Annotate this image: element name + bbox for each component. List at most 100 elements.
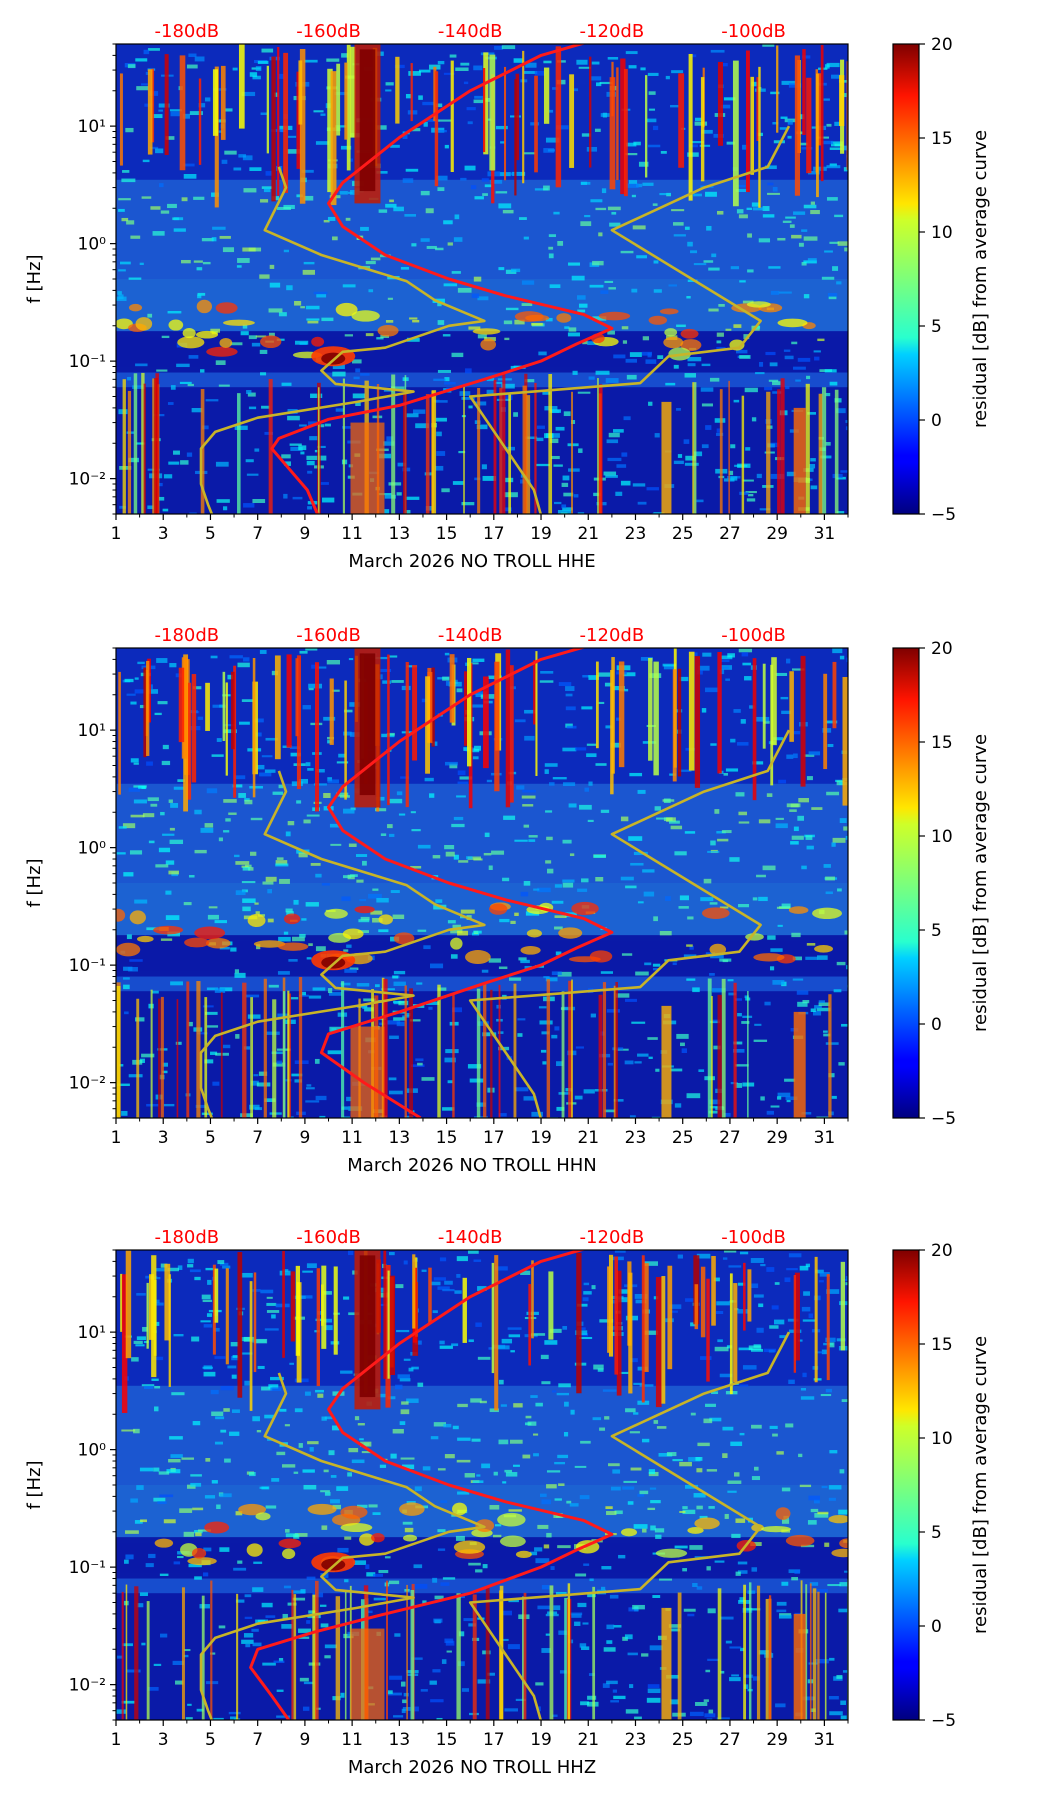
x-tick-label: 13 — [389, 1128, 411, 1148]
top-db-label: -120dB — [580, 625, 645, 646]
y-axis-label: f [Hz] — [24, 254, 45, 303]
y-axis-label: f [Hz] — [24, 858, 45, 907]
colorbar-tick-label: 20 — [931, 35, 953, 55]
x-tick-label: 7 — [252, 1730, 263, 1750]
x-tick-label: 29 — [766, 524, 788, 544]
x-tick-label: 29 — [766, 1730, 788, 1750]
colorbar-tick-label: 5 — [931, 1523, 942, 1543]
colorbar-label: residual [dB] from average curve — [970, 1336, 991, 1634]
panel-1: 1 3 5 7 9 11 13 15 17 19 21 23 25 27 29 3110⁻²10⁻¹10⁰10… — [24, 21, 991, 572]
x-tick-label: 23 — [625, 1730, 647, 1750]
y-tick-label: 10¹ — [78, 117, 106, 137]
top-db-label: -140dB — [438, 625, 503, 646]
x-tick-label: 31 — [814, 1128, 836, 1148]
top-db-label: -120dB — [580, 1227, 645, 1248]
top-db-label: -180dB — [155, 21, 220, 42]
y-tick-label: 10⁻² — [69, 1676, 106, 1696]
x-tick-label: 21 — [577, 1730, 599, 1750]
nlnm-curve — [199, 1372, 486, 1720]
x-tick-label: 25 — [672, 1730, 694, 1750]
colorbar-tick-label: 5 — [931, 317, 942, 337]
top-db-label: -160dB — [296, 625, 361, 646]
x-tick-label: 29 — [766, 1128, 788, 1148]
top-db-label: -120dB — [580, 21, 645, 42]
colorbar-tick-label: 10 — [931, 1429, 953, 1449]
average-psd-curve — [319, 648, 614, 1118]
colorbar — [892, 43, 920, 515]
colorbar-tick-label: 0 — [931, 411, 942, 431]
x-tick-label: 27 — [719, 1128, 741, 1148]
colorbar-tick-label: −5 — [931, 1711, 956, 1731]
top-db-label: -140dB — [438, 21, 503, 42]
colorbar — [892, 1249, 920, 1721]
colorbar-tick-label: −5 — [931, 505, 956, 525]
y-tick-label: 10¹ — [78, 721, 106, 741]
top-db-label: -160dB — [296, 1227, 361, 1248]
x-tick-label: 9 — [299, 524, 310, 544]
panel-3: 1 3 5 7 9 11 13 15 17 19 21 23 25 27 29 3110⁻²10⁻¹10⁰10… — [24, 1227, 991, 1778]
y-axis-label: f [Hz] — [24, 1460, 45, 1509]
x-axis-label: March 2026 NO TROLL HHN — [347, 1155, 596, 1176]
top-db-label: -180dB — [155, 1227, 220, 1248]
heatmap — [116, 1250, 848, 1720]
y-tick-label: 10⁻² — [69, 470, 106, 490]
colorbar-tick-label: 5 — [931, 921, 942, 941]
heatmap — [116, 648, 848, 1118]
x-tick-label: 13 — [389, 524, 411, 544]
colorbar-tick-label: 20 — [931, 1241, 953, 1261]
nhnm-curve — [468, 729, 791, 1118]
colorbar-label: residual [dB] from average curve — [970, 130, 991, 428]
x-tick-label: 3 — [158, 524, 169, 544]
x-tick-label: 1 — [111, 1128, 122, 1148]
x-tick-label: 13 — [389, 1730, 411, 1750]
top-db-label: -100dB — [721, 21, 786, 42]
y-tick-label: 10¹ — [78, 1323, 106, 1343]
top-db-label: -140dB — [438, 1227, 503, 1248]
x-tick-label: 11 — [341, 1128, 363, 1148]
x-tick-label: 7 — [252, 1128, 263, 1148]
nlnm-curve — [199, 166, 486, 514]
colorbar-tick-label: −5 — [931, 1109, 956, 1129]
average-psd-curve — [249, 1250, 614, 1720]
x-tick-label: 27 — [719, 524, 741, 544]
x-tick-label: 19 — [530, 1128, 552, 1148]
nhnm-curve — [468, 125, 791, 514]
nhnm-curve — [468, 1331, 791, 1720]
heatmap — [116, 44, 848, 514]
x-tick-label: 5 — [205, 524, 216, 544]
x-tick-label: 19 — [530, 524, 552, 544]
x-tick-label: 15 — [436, 1730, 458, 1750]
x-tick-label: 11 — [341, 1730, 363, 1750]
panel-2: 1 3 5 7 9 11 13 15 17 19 21 23 25 27 29 3110⁻²10⁻¹10⁰10… — [24, 625, 991, 1176]
y-tick-label: 10⁻¹ — [69, 352, 106, 372]
top-db-label: -180dB — [155, 625, 220, 646]
top-db-label: -100dB — [721, 625, 786, 646]
x-tick-label: 21 — [577, 524, 599, 544]
top-db-label: -160dB — [296, 21, 361, 42]
x-tick-label: 25 — [672, 524, 694, 544]
y-tick-label: 10⁻¹ — [69, 1558, 106, 1578]
x-tick-label: 1 — [111, 524, 122, 544]
x-tick-label: 21 — [577, 1128, 599, 1148]
x-tick-label: 1 — [111, 1730, 122, 1750]
x-tick-label: 31 — [814, 1730, 836, 1750]
x-tick-label: 27 — [719, 1730, 741, 1750]
y-tick-label: 10⁰ — [78, 1441, 107, 1461]
x-tick-label: 3 — [158, 1128, 169, 1148]
x-tick-label: 3 — [158, 1730, 169, 1750]
x-tick-label: 19 — [530, 1730, 552, 1750]
nlnm-curve — [199, 770, 486, 1118]
x-tick-label: 9 — [299, 1128, 310, 1148]
x-axis-label: March 2026 NO TROLL HHZ — [348, 1757, 596, 1778]
y-tick-label: 10⁰ — [78, 839, 107, 859]
x-tick-label: 17 — [483, 1128, 505, 1148]
x-tick-label: 17 — [483, 524, 505, 544]
colorbar-tick-label: 15 — [931, 129, 953, 149]
colorbar-tick-label: 15 — [931, 1335, 953, 1355]
x-tick-label: 23 — [625, 524, 647, 544]
x-tick-label: 5 — [205, 1730, 216, 1750]
x-tick-label: 31 — [814, 524, 836, 544]
y-tick-label: 10⁰ — [78, 235, 107, 255]
colorbar-tick-label: 20 — [931, 639, 953, 659]
